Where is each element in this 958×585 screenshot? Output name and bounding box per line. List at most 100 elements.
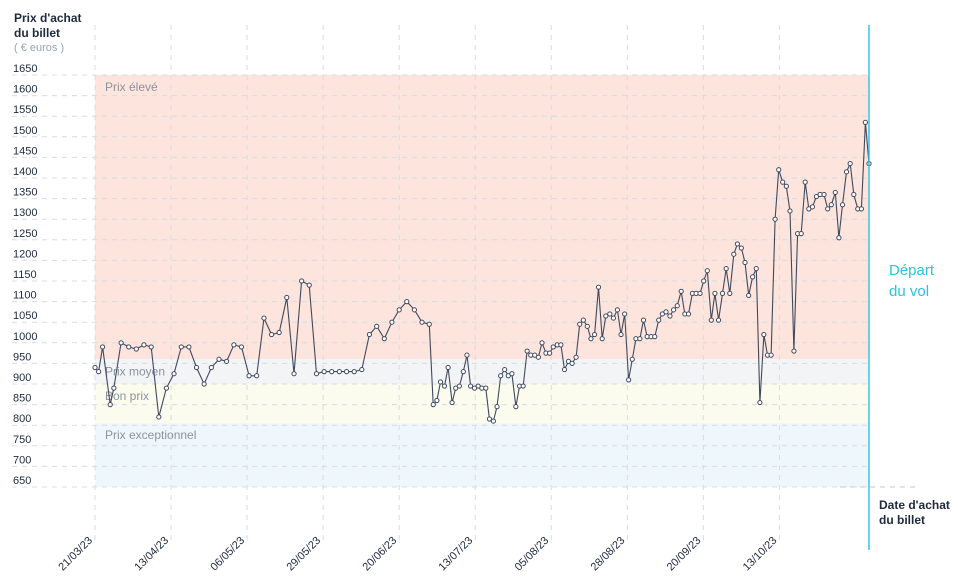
- data-point-22: [246, 373, 252, 379]
- y-tick-14: 1350: [13, 187, 37, 199]
- data-point-40: [381, 336, 387, 342]
- y-tick-15: 1400: [13, 166, 37, 178]
- data-point-88: [584, 323, 590, 329]
- data-point-50: [441, 383, 448, 389]
- data-point-96: [614, 307, 620, 313]
- y-tick-12: 1250: [13, 228, 37, 240]
- data-point-132: [750, 274, 756, 280]
- data-point-123: [715, 317, 722, 323]
- data-point-68: [509, 371, 515, 377]
- data-point-34: [336, 369, 342, 375]
- data-point-129: [738, 245, 744, 251]
- data-point-5: [118, 340, 124, 346]
- data-point-90: [591, 331, 598, 338]
- data-point-55: [460, 369, 466, 375]
- data-point-93: [603, 313, 609, 319]
- data-point-133: [753, 266, 759, 272]
- data-point-30: [306, 282, 312, 288]
- data-point-7: [133, 346, 139, 352]
- data-point-120: [704, 268, 710, 274]
- data-point-148: [809, 204, 816, 210]
- data-point-81: [558, 342, 564, 348]
- data-point-82: [561, 366, 568, 373]
- data-point-25: [268, 331, 275, 338]
- data-point-2: [100, 344, 106, 350]
- departure-label: Départ du vol: [889, 262, 935, 300]
- data-point-38: [366, 331, 373, 338]
- x-axis-label: Date d'achat du billet: [879, 498, 950, 527]
- y-tick-16: 1450: [13, 145, 37, 157]
- data-point-121: [708, 317, 714, 323]
- data-point-130: [742, 259, 748, 266]
- data-point-17: [208, 364, 214, 371]
- data-point-140: [780, 179, 786, 185]
- data-point-111: [670, 307, 677, 313]
- data-point-128: [734, 241, 741, 247]
- data-point-6: [126, 344, 132, 350]
- data-point-12: [171, 371, 177, 377]
- data-point-122: [712, 290, 718, 296]
- data-point-134: [757, 399, 763, 406]
- data-point-78: [547, 350, 553, 356]
- data-point-65: [498, 373, 504, 379]
- data-point-27: [284, 294, 290, 301]
- data-point-151: [821, 191, 827, 198]
- data-point-119: [701, 278, 707, 284]
- data-point-127: [731, 251, 737, 257]
- data-point-157: [843, 169, 850, 175]
- y-tick-11: 1200: [13, 248, 37, 260]
- y-tick-9: 1100: [13, 290, 37, 302]
- data-point-56: [464, 352, 470, 358]
- data-point-156: [839, 202, 846, 208]
- y-tick-10: 1150: [13, 269, 37, 281]
- data-point-20: [231, 342, 237, 348]
- data-point-94: [607, 311, 613, 317]
- data-point-3: [107, 402, 113, 408]
- data-point-15: [193, 364, 200, 371]
- y-tick-3: 800: [13, 413, 31, 425]
- data-point-155: [836, 235, 842, 241]
- y-tick-labels: 650 700 750 800 850 900 950 1000 1050 1100 1150 120…: [13, 63, 37, 487]
- data-point-43: [404, 299, 410, 305]
- data-point-89: [588, 336, 594, 342]
- band-label-2: Bon prix: [105, 389, 149, 403]
- data-point-63: [490, 418, 497, 424]
- data-point-85: [573, 354, 579, 360]
- x-tick-4: 20/06/23: [361, 535, 400, 574]
- data-point-159: [851, 191, 857, 198]
- data-point-87: [580, 317, 586, 323]
- data-point-13: [178, 344, 184, 350]
- data-point-99: [626, 377, 632, 383]
- data-point-154: [832, 189, 838, 196]
- data-point-118: [697, 290, 703, 296]
- y-tick-7: 1000: [13, 331, 37, 343]
- data-point-100: [629, 356, 635, 362]
- data-point-19: [223, 358, 230, 364]
- data-point-45: [419, 319, 425, 325]
- y-tick-2: 750: [13, 434, 31, 446]
- data-point-84: [569, 360, 575, 366]
- data-point-46: [426, 321, 432, 327]
- data-point-142: [787, 208, 793, 214]
- y-tick-19: 1600: [13, 84, 37, 96]
- x-tick-labels: 21/03/23 13/04/23 06/05/23 29/05/23 20/06/23…: [56, 535, 779, 574]
- data-point-79: [550, 344, 556, 350]
- data-point-125: [723, 266, 729, 272]
- data-point-135: [761, 331, 767, 338]
- data-point-69: [513, 404, 519, 410]
- x-tick-6: 05/08/23: [513, 535, 552, 574]
- y-axis-title: Prix d'achat du billet: [14, 11, 82, 40]
- data-point-106: [652, 334, 658, 340]
- x-tick-9: 13/10/23: [741, 535, 780, 574]
- data-point-124: [719, 290, 726, 296]
- y-axis-unit: ( € euros ): [14, 42, 65, 54]
- data-point-31: [313, 371, 320, 377]
- data-point-42: [396, 307, 402, 313]
- data-point-1: [96, 369, 102, 375]
- y-tick-6: 950: [13, 351, 31, 363]
- y-tick-20: 1650: [13, 63, 37, 75]
- data-point-8: [141, 342, 147, 348]
- y-tick-1: 700: [13, 454, 31, 466]
- band-3: [95, 423, 869, 487]
